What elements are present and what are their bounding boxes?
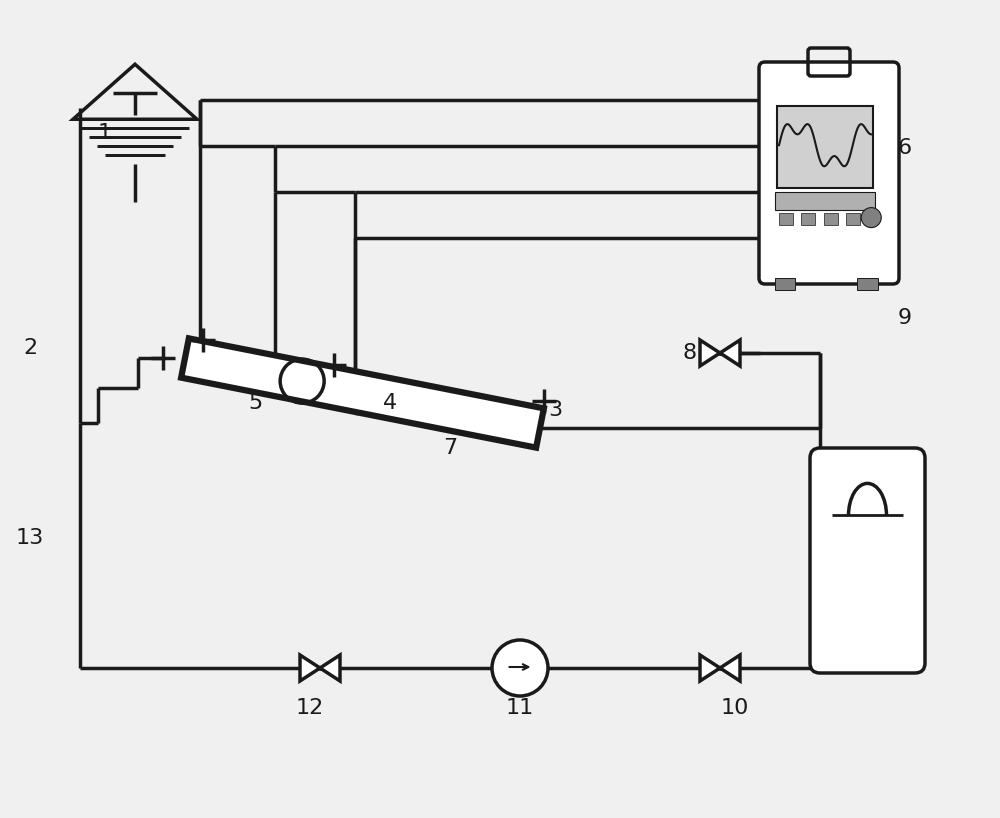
Polygon shape bbox=[300, 655, 320, 681]
Text: 11: 11 bbox=[506, 698, 534, 718]
Text: 3: 3 bbox=[548, 400, 562, 420]
Bar bbox=[775, 191, 875, 209]
Text: 4: 4 bbox=[383, 393, 397, 413]
Bar bbox=[824, 213, 838, 225]
Bar bbox=[801, 213, 815, 225]
Circle shape bbox=[861, 208, 881, 227]
Bar bbox=[779, 213, 793, 225]
FancyBboxPatch shape bbox=[759, 62, 899, 284]
Text: 12: 12 bbox=[296, 698, 324, 718]
Circle shape bbox=[492, 640, 548, 696]
Polygon shape bbox=[181, 339, 544, 447]
Bar bbox=[846, 213, 860, 225]
Text: 7: 7 bbox=[443, 438, 457, 458]
FancyBboxPatch shape bbox=[777, 106, 873, 187]
Bar bbox=[857, 278, 878, 290]
Polygon shape bbox=[320, 655, 340, 681]
Text: 13: 13 bbox=[16, 528, 44, 548]
Polygon shape bbox=[700, 655, 720, 681]
Polygon shape bbox=[700, 340, 720, 366]
Polygon shape bbox=[720, 340, 740, 366]
Text: 1: 1 bbox=[98, 123, 112, 143]
Text: 5: 5 bbox=[248, 393, 262, 413]
Text: 9: 9 bbox=[898, 308, 912, 328]
Text: 10: 10 bbox=[721, 698, 749, 718]
FancyBboxPatch shape bbox=[810, 448, 925, 673]
Text: 6: 6 bbox=[898, 138, 912, 158]
Text: 2: 2 bbox=[23, 338, 37, 358]
Text: 8: 8 bbox=[683, 343, 697, 363]
Polygon shape bbox=[720, 655, 740, 681]
Bar bbox=[775, 278, 795, 290]
